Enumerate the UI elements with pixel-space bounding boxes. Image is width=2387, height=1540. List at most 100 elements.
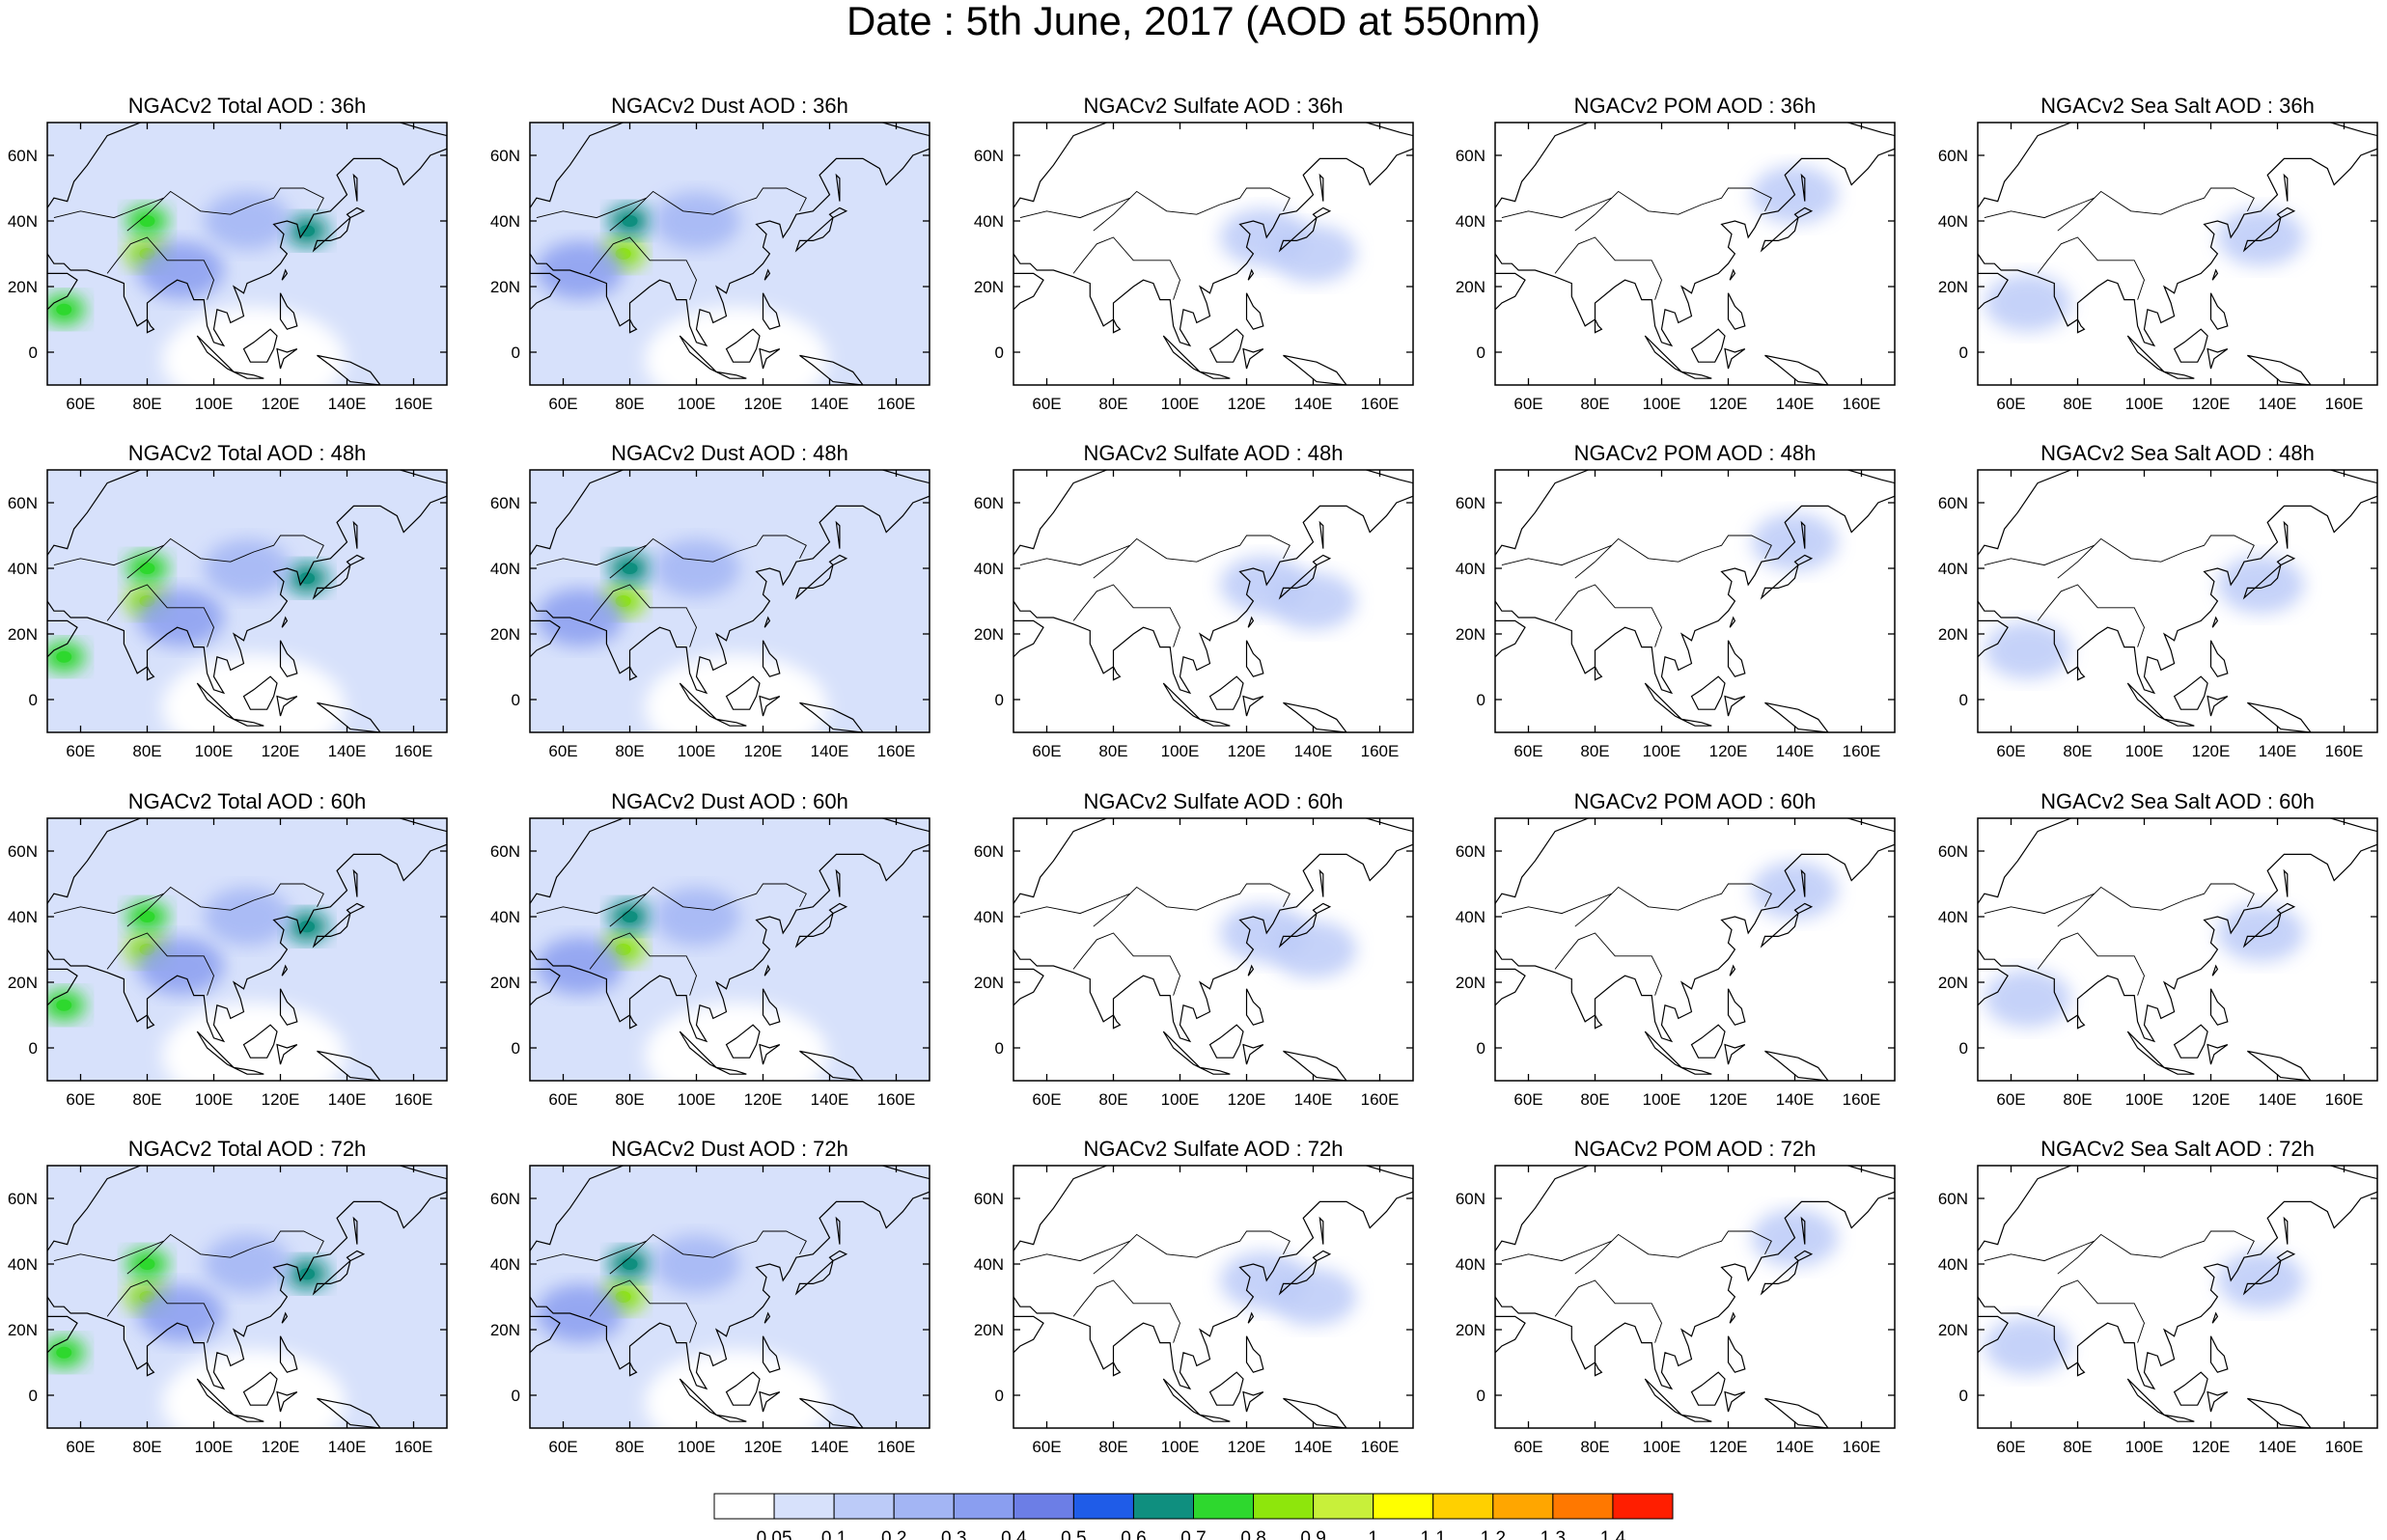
border-line	[1501, 544, 1612, 566]
y-tick-label: 20N	[974, 278, 1004, 296]
panel-frame	[1494, 469, 1896, 733]
panel-title: NGACv2 Dust AOD : 72h	[611, 1137, 848, 1161]
aod-hotspot-core	[615, 248, 631, 260]
coastline	[1278, 554, 1332, 600]
x-tick-label: 120E	[1709, 1090, 1748, 1109]
map-panel: NGACv2 Dust AOD : 72h 60E 80E 100E 120E 140E 1…	[490, 1137, 930, 1456]
coastline	[1495, 470, 1895, 695]
colorbar-label: 1.4	[1600, 1528, 1626, 1540]
map-panel: NGACv2 Total AOD : 72h 60E 80E 100E 120E 140E…	[8, 1137, 448, 1456]
panel-frame	[529, 469, 930, 733]
aod-hotspot-core	[622, 911, 638, 922]
aod-hotspot-core	[56, 1346, 72, 1359]
border-line	[609, 187, 807, 232]
aod-hotspot	[204, 192, 291, 250]
aod-hotspot	[652, 888, 740, 946]
x-tick-label: 100E	[678, 395, 716, 413]
x-tick-label: 160E	[877, 1438, 916, 1456]
colorbar-swatch	[1552, 1493, 1614, 1520]
x-tick-label: 160E	[395, 395, 433, 413]
x-tick-label: 80E	[615, 395, 644, 413]
coastline	[1283, 701, 1347, 732]
border-line	[1574, 1230, 1772, 1275]
coastline	[1199, 718, 1231, 727]
x-tick-label: 120E	[2192, 742, 2231, 760]
coastline	[530, 470, 930, 695]
aod-hotspot	[204, 539, 291, 597]
coastline	[759, 1043, 781, 1065]
coastline	[715, 371, 747, 379]
aod-field	[1984, 1251, 2305, 1375]
colorbar-swatch	[1193, 1493, 1255, 1520]
x-tick-label: 140E	[811, 1090, 849, 1109]
border-line	[1574, 883, 1772, 927]
coastlines	[530, 1166, 930, 1428]
panel-title: NGACv2 Total AOD : 48h	[128, 441, 367, 465]
coastline	[763, 1311, 771, 1324]
panel-frame	[1977, 469, 2378, 733]
border-line	[1019, 1240, 1130, 1262]
y-tick-label: 60N	[490, 1190, 520, 1208]
x-tick-label: 80E	[615, 742, 644, 760]
y-tick-label: 20N	[490, 625, 520, 644]
panel-title: NGACv2 POM AOD : 36h	[1574, 94, 1817, 118]
coastline	[242, 675, 278, 710]
border-line	[609, 535, 807, 579]
y-tick-label: 40N	[8, 212, 38, 231]
coastlines	[47, 1166, 447, 1428]
coastline	[1242, 347, 1264, 370]
y-tick-label: 20N	[8, 974, 38, 992]
border-line	[126, 535, 324, 579]
colorbar-label: 0.9	[1300, 1528, 1325, 1540]
coastline	[1800, 520, 1806, 549]
x-tick-label: 140E	[328, 1090, 367, 1109]
y-tick-label: 0	[1477, 344, 1485, 362]
coastline	[1594, 318, 1603, 334]
coastline	[1162, 335, 1201, 372]
border-line	[589, 1279, 697, 1343]
y-tick-label: 20N	[490, 1321, 520, 1339]
coastline	[2126, 1031, 2165, 1068]
aod-hotspot-core	[56, 650, 72, 663]
aod-hotspot	[652, 1235, 740, 1293]
coastlines	[1978, 818, 2377, 1081]
y-tick-label: 0	[1477, 1039, 1485, 1058]
coastline	[312, 1250, 366, 1296]
coastlines	[1013, 123, 1413, 385]
coastline	[2076, 1014, 2086, 1030]
coastline	[2242, 206, 2296, 253]
x-tick-label: 60E	[66, 1090, 95, 1109]
x-tick-label: 120E	[262, 1090, 300, 1109]
coastline	[281, 1311, 289, 1324]
x-tick-label: 120E	[2192, 1090, 2231, 1109]
coastline	[47, 601, 78, 658]
border-line	[53, 893, 164, 915]
coastline	[762, 640, 781, 677]
x-tick-label: 60E	[1513, 742, 1542, 760]
coastline	[47, 1166, 447, 1390]
map-panel: NGACv2 Total AOD : 60h 60E 80E 100E 120E 140E…	[8, 789, 448, 1109]
aod-low-region	[161, 1003, 346, 1081]
y-tick-label: 0	[995, 1039, 1004, 1058]
coastline	[762, 1335, 781, 1373]
coastline	[312, 206, 366, 253]
aod-field	[530, 818, 930, 1081]
coastline	[1162, 1378, 1201, 1416]
border-line	[1554, 584, 1662, 647]
coastline	[1594, 666, 1603, 681]
coastline	[1729, 268, 1736, 281]
x-tick-label: 160E	[1843, 742, 1881, 760]
x-tick-label: 80E	[132, 395, 161, 413]
coastline	[1112, 1014, 1122, 1030]
x-tick-label: 120E	[744, 395, 783, 413]
panel-title: NGACv2 Total AOD : 36h	[128, 94, 367, 118]
coastline	[1242, 1390, 1264, 1413]
aod-field	[47, 818, 447, 1081]
figure-title: Date : 5th June, 2017 (AOD at 550nm)	[846, 0, 1541, 43]
coastline	[317, 1397, 381, 1428]
border-line	[1093, 1230, 1291, 1275]
coastline	[794, 902, 848, 949]
coastline	[1729, 616, 1736, 628]
coastline	[352, 520, 358, 549]
coastline	[1978, 818, 2377, 1043]
